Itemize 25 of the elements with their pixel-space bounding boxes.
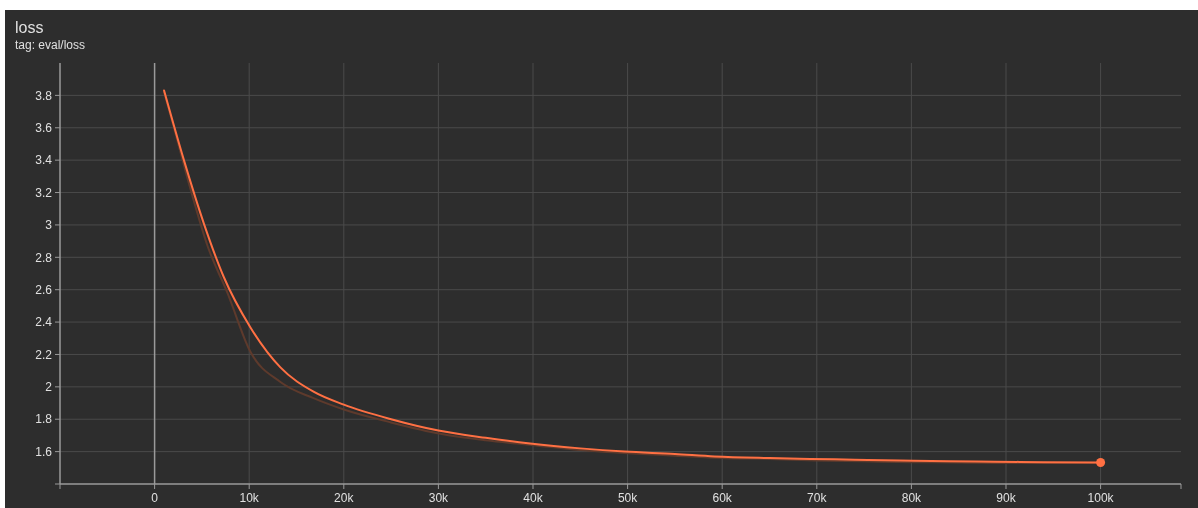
chart-subtitle: tag: eval/loss bbox=[15, 38, 86, 52]
y-tick-label: 2.8 bbox=[35, 250, 53, 265]
y-tick-label: 3.6 bbox=[35, 120, 53, 135]
x-tick-label: 60k bbox=[712, 491, 733, 505]
y-tick-label: 3 bbox=[45, 218, 53, 233]
y-tick-label: 2 bbox=[45, 380, 53, 395]
x-tick-label: 80k bbox=[901, 491, 923, 505]
y-tick-label: 1.8 bbox=[35, 412, 53, 427]
y-tick-label: 3.8 bbox=[35, 88, 53, 103]
x-tick-label: 70k bbox=[807, 491, 828, 505]
x-tick-label: 40k bbox=[523, 491, 544, 505]
x-tick-label: 10k bbox=[239, 491, 260, 505]
x-tick-label: 30k bbox=[428, 491, 450, 505]
y-tick-label: 2.4 bbox=[35, 315, 53, 330]
y-tick-label: 3.2 bbox=[35, 185, 53, 200]
y-tick-label: 1.6 bbox=[35, 444, 53, 459]
y-tick-label: 3.4 bbox=[35, 153, 53, 168]
x-tick-label: 90k bbox=[996, 491, 1017, 505]
chart-title: loss bbox=[15, 19, 44, 36]
y-tick-label: 2.2 bbox=[35, 347, 53, 362]
x-tick-label: 20k bbox=[334, 491, 355, 505]
y-tick-label: 2.6 bbox=[35, 282, 53, 297]
x-tick-label: 50k bbox=[617, 491, 639, 505]
x-tick-label: 100k bbox=[1087, 491, 1115, 505]
x-tick-label: 0 bbox=[151, 491, 159, 505]
